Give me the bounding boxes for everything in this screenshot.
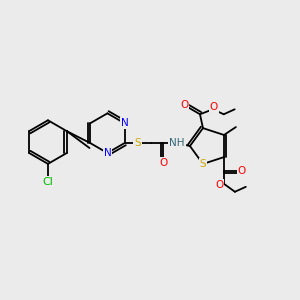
Text: N: N bbox=[121, 118, 128, 128]
Text: O: O bbox=[159, 158, 167, 168]
Text: NH: NH bbox=[169, 138, 185, 148]
Text: O: O bbox=[238, 166, 246, 176]
Text: S: S bbox=[200, 159, 206, 169]
Text: Cl: Cl bbox=[43, 177, 53, 187]
Text: O: O bbox=[215, 180, 223, 190]
Text: S: S bbox=[134, 138, 141, 148]
Text: O: O bbox=[180, 100, 188, 110]
Text: N: N bbox=[103, 148, 111, 158]
Text: O: O bbox=[210, 102, 218, 112]
